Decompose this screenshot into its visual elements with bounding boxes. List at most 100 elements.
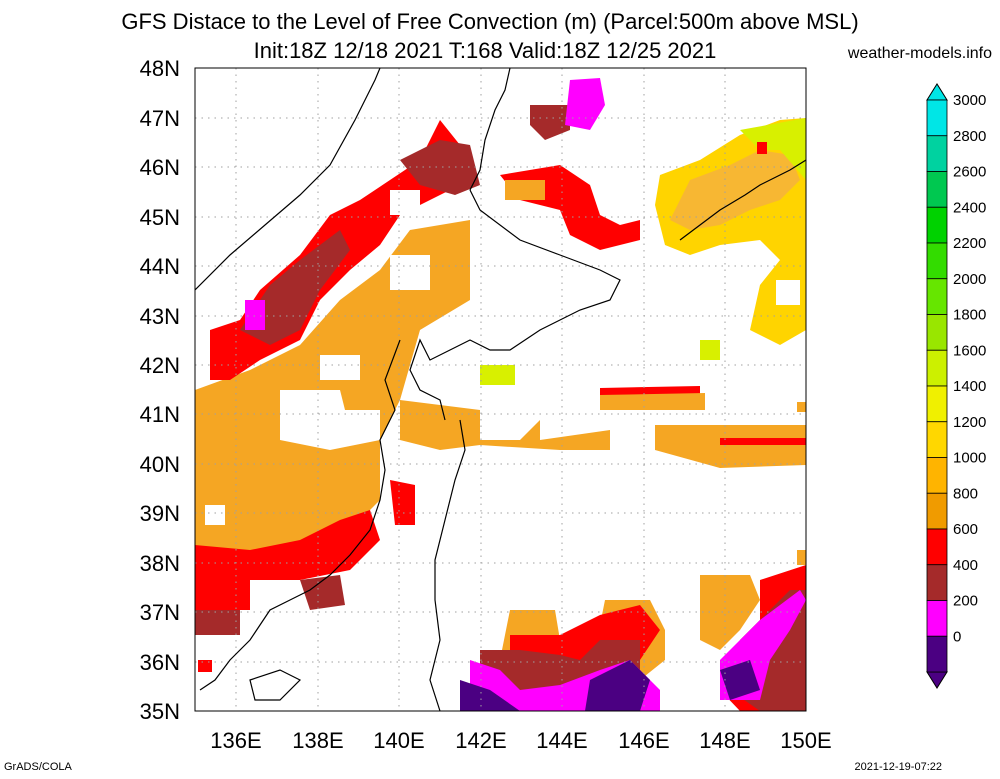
field-orange-far-se — [797, 550, 806, 565]
lat-label: 41N — [140, 402, 180, 427]
colorbar-label: 600 — [953, 521, 978, 538]
lat-axis: 48N 47N 46N 45N 44N 43N 42N 41N 40N 39N … — [140, 56, 180, 724]
lon-axis: 136E 138E 140E 142E 144E 146E 148E 150E — [210, 728, 831, 753]
lat-label: 48N — [140, 56, 180, 81]
colorbar-label: 200 — [953, 593, 978, 610]
field-orange-kuril — [670, 150, 800, 230]
coastline-honshu-east — [429, 419, 466, 711]
field-gap-4 — [390, 255, 430, 290]
field-orange-okhotsk — [505, 180, 545, 200]
lat-label: 38N — [140, 551, 180, 576]
field-gap-kuril — [776, 280, 800, 305]
field-brown-north — [400, 140, 480, 195]
field-orange-dot — [797, 402, 806, 412]
lat-label: 44N — [140, 254, 180, 279]
field-brown-west-a — [195, 610, 240, 635]
lon-label: 150E — [780, 728, 831, 753]
colorbar-label: 2800 — [953, 128, 986, 145]
field-gap-3 — [205, 505, 225, 525]
coastlines — [195, 68, 806, 711]
colorbar-segment — [926, 385, 948, 423]
colorbar-segment — [926, 99, 948, 137]
field-brown-okhotsk — [530, 105, 570, 140]
lon-label: 136E — [210, 728, 261, 753]
colorbar-top-arrow — [926, 83, 948, 101]
colorbar-segment — [926, 278, 948, 315]
map-subtitle: Init:18Z 12/18 2021 T:168 Valid:18Z 12/2… — [253, 38, 717, 63]
colorbar-label: 1400 — [953, 378, 986, 395]
field-red-west-a — [195, 510, 380, 610]
colorbar-segment — [926, 349, 948, 387]
colorbar-label: 800 — [953, 485, 978, 502]
field-orange-se — [700, 575, 760, 650]
field-orange-hokkaido — [400, 400, 610, 450]
field-red-east-41 — [720, 438, 806, 445]
colorbar-label: 1600 — [953, 342, 986, 359]
field-magenta-okhotsk — [565, 78, 605, 130]
lfc-field — [195, 78, 806, 711]
colorbar-segment — [926, 492, 948, 530]
lat-label: 47N — [140, 106, 180, 131]
colorbar-segment — [926, 206, 948, 244]
site-credit: weather-models.info — [847, 45, 992, 62]
lat-label: 46N — [140, 155, 180, 180]
colorbar-segment — [926, 314, 948, 351]
colorbar: 3000280026002400220020001800160014001200… — [926, 83, 986, 689]
colorbar-segment — [926, 564, 948, 601]
colorbar-segment — [926, 171, 948, 208]
lon-label: 144E — [536, 728, 587, 753]
colorbar-segment — [926, 135, 948, 172]
field-red-japan — [390, 480, 415, 525]
field-gap-2 — [320, 355, 360, 380]
plot-frame — [194, 67, 807, 712]
footer-credit: GrADS/COLA — [4, 761, 72, 773]
grid — [195, 68, 806, 711]
coastline-hokkaido — [409, 189, 621, 421]
field-orange-east-41 — [655, 425, 806, 468]
field-red-kuril-dot — [757, 142, 767, 154]
field-red-sw-dot — [198, 660, 212, 672]
colorbar-segment — [926, 457, 948, 494]
field-purple-far-se — [720, 660, 760, 700]
lon-label: 142E — [455, 728, 506, 753]
coastline-honshu-west — [199, 339, 401, 691]
colorbar-segment — [926, 528, 948, 566]
field-red-okhotsk — [500, 165, 640, 250]
lat-label: 40N — [140, 452, 180, 477]
field-lime-kuril — [740, 118, 806, 180]
field-lime-kuril-2 — [700, 340, 720, 360]
field-gap-1 — [280, 390, 380, 450]
coastline-sakhalin — [469, 68, 511, 191]
field-gap-5 — [390, 190, 420, 215]
coastline-shikoku — [249, 669, 302, 701]
lat-label: 42N — [140, 353, 180, 378]
lon-label: 140E — [373, 728, 424, 753]
lat-label: 45N — [140, 205, 180, 230]
colorbar-label: 1800 — [953, 307, 986, 324]
lat-label: 35N — [140, 699, 180, 724]
colorbar-label: 3000 — [953, 92, 986, 109]
footer-timestamp: 2021-12-19-07:22 — [854, 761, 942, 773]
field-purple-se — [460, 680, 520, 711]
colorbar-label: 2000 — [953, 271, 986, 288]
field-brown-japan — [300, 575, 345, 610]
colorbar-segment — [926, 635, 948, 673]
colorbar-bottom-arrow — [926, 671, 948, 689]
colorbar-label: 1200 — [953, 414, 986, 431]
colorbar-label: 400 — [953, 557, 978, 574]
colorbar-segment — [926, 600, 948, 637]
lon-label: 138E — [292, 728, 343, 753]
field-orange-strip-1 — [600, 393, 705, 410]
lat-label: 37N — [140, 600, 180, 625]
colorbar-label: 0 — [953, 628, 961, 645]
lat-label: 36N — [140, 650, 180, 675]
colorbar-label: 2400 — [953, 199, 986, 216]
field-purple-se-2 — [585, 660, 650, 711]
colorbar-segment — [926, 421, 948, 458]
field-magenta-west-a — [245, 300, 265, 330]
colorbar-label: 2200 — [953, 235, 986, 252]
colorbar-label: 2600 — [953, 164, 986, 181]
lat-label: 43N — [140, 304, 180, 329]
colorbar-label: 1000 — [953, 450, 986, 467]
